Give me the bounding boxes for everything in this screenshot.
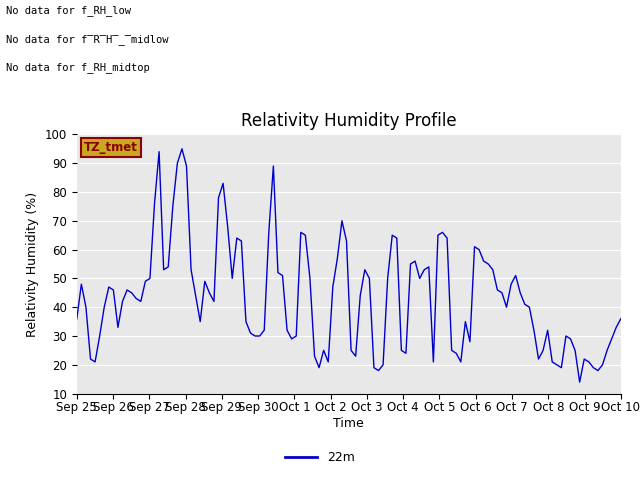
Text: No data for f_RH_midtop: No data for f_RH_midtop [6, 62, 150, 73]
Legend: 22m: 22m [280, 446, 360, 469]
Y-axis label: Relativity Humidity (%): Relativity Humidity (%) [26, 192, 39, 336]
X-axis label: Time: Time [333, 417, 364, 430]
Text: TZ_tmet: TZ_tmet [84, 141, 138, 155]
Text: No data for f̅R̅H̅_̅midlow: No data for f̅R̅H̅_̅midlow [6, 34, 169, 45]
Text: No data for f_RH_low: No data for f_RH_low [6, 5, 131, 16]
Title: Relativity Humidity Profile: Relativity Humidity Profile [241, 112, 456, 130]
